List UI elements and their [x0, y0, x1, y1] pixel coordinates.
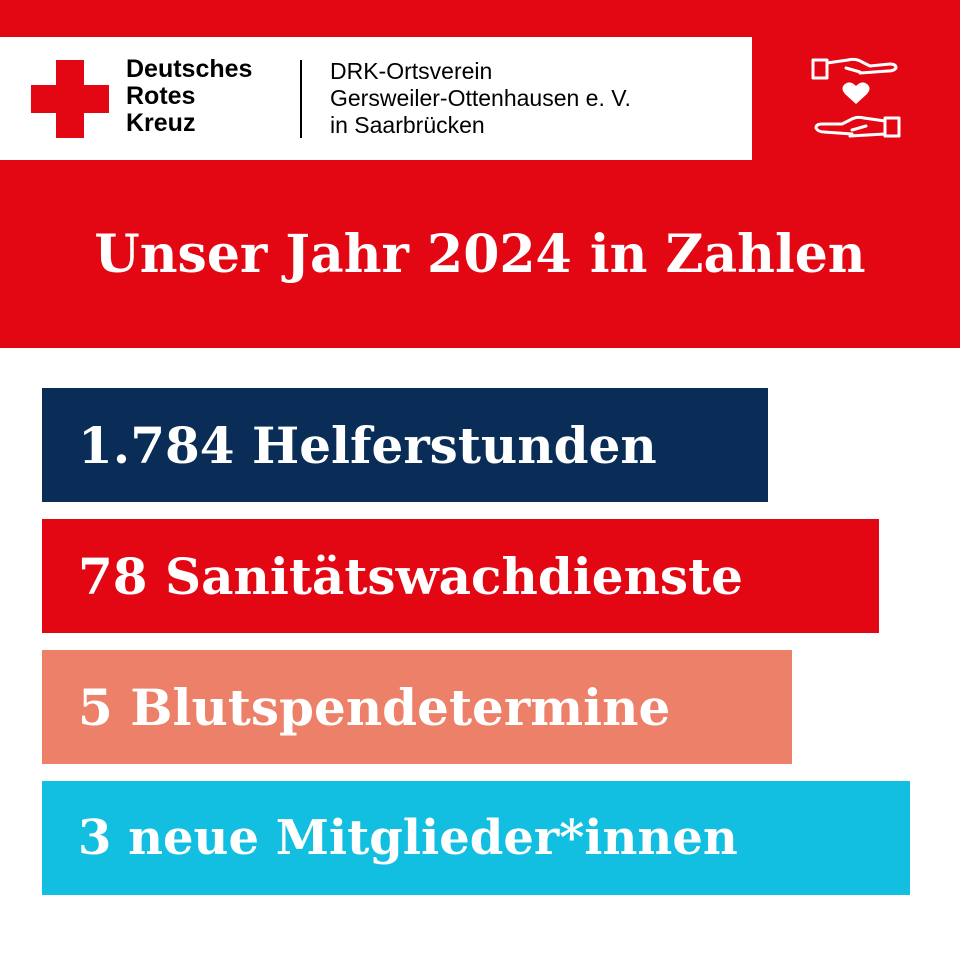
- stat-bar-neue-mitglieder: 3 neue Mitglieder*innen: [42, 781, 910, 895]
- stat-label: 3 neue Mitglieder*innen: [78, 810, 738, 866]
- red-cross-horizontal: [31, 85, 109, 113]
- stat-bar-sanitaetswachdienste: 78 Sanitätswachdienste: [42, 519, 879, 633]
- logo-box: [0, 37, 752, 160]
- org-line: DRK-Ortsverein: [330, 58, 493, 84]
- brand-name: Deutsches Rotes Kreuz: [126, 56, 252, 137]
- org-line: in Saarbrücken: [330, 112, 485, 138]
- hands-heart-icon: [811, 57, 901, 138]
- stat-label: 78 Sanitätswachdienste: [78, 546, 743, 606]
- brand-line: Deutsches: [126, 55, 253, 83]
- stat-label: 5 Blutspendetermine: [78, 677, 671, 737]
- logo-divider: [300, 60, 302, 138]
- brand-line: Rotes: [126, 82, 196, 110]
- stat-bar-helferstunden: 1.784 Helferstunden: [42, 388, 768, 502]
- page-title: Unser Jahr 2024 in Zahlen: [94, 224, 866, 285]
- brand-line: Kreuz: [126, 109, 196, 137]
- org-name: DRK-Ortsverein Gersweiler-Ottenhausen e.…: [330, 58, 631, 139]
- red-cross-icon: [31, 60, 109, 138]
- stat-label: 1.784 Helferstunden: [78, 415, 657, 475]
- stat-bar-blutspendetermine: 5 Blutspendetermine: [42, 650, 792, 764]
- org-line: Gersweiler-Ottenhausen e. V.: [330, 85, 631, 111]
